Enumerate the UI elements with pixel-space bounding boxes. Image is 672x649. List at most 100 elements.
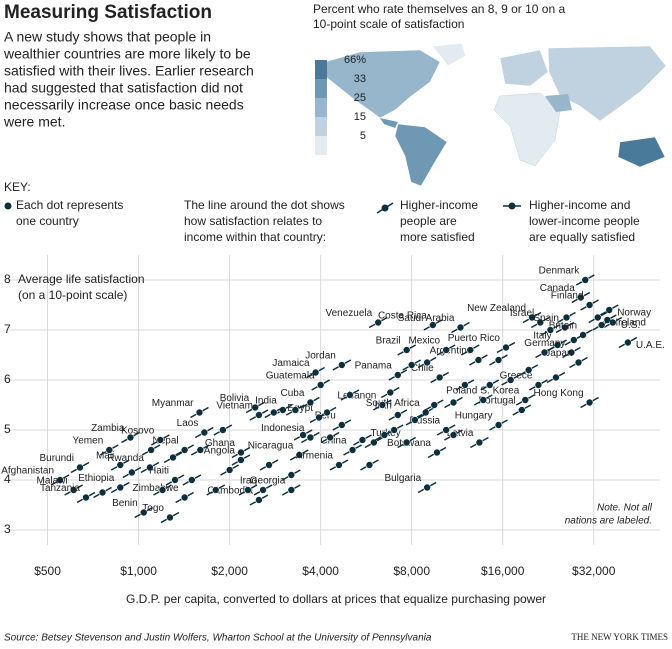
country-label: Brazil: [376, 336, 401, 347]
dot: [237, 456, 245, 464]
dot: [442, 426, 450, 434]
dot: [407, 361, 416, 369]
dot: [402, 438, 411, 447]
dot: [195, 408, 204, 417]
country-dot: [460, 344, 480, 356]
dot: [323, 408, 331, 417]
dot: [494, 421, 503, 429]
country-dot: [50, 474, 70, 486]
dot: [593, 313, 602, 322]
y-tick-label: 3: [4, 522, 11, 536]
country-dot: [99, 444, 119, 456]
country-dot: [424, 399, 444, 411]
country-label: Jamaica: [272, 358, 310, 369]
country-dot: [489, 354, 508, 366]
key-text: income within that country:: [184, 230, 326, 244]
country-label: Benin: [112, 498, 138, 509]
country-label: Ethiopia: [78, 473, 115, 484]
country-dot: [436, 424, 456, 436]
dot: [291, 406, 300, 414]
x-tick-label: $1,000: [120, 564, 157, 578]
country-dot: [281, 469, 301, 481]
country-dot: [529, 379, 548, 391]
x-tick-label: $32,000: [572, 564, 616, 578]
dot: [449, 431, 458, 439]
legend-swatch: [315, 136, 327, 155]
country-label: Kosovo: [121, 426, 155, 437]
country-label: Russia: [410, 416, 441, 427]
country-dot: [397, 344, 417, 356]
dot: [265, 461, 273, 469]
country-dot: [557, 311, 576, 324]
country-dot: [213, 424, 233, 436]
y-tick-label: 8: [4, 272, 11, 286]
country-dot: [311, 379, 331, 391]
dot: [461, 381, 469, 389]
dot: [552, 373, 560, 382]
legend-swatch: [315, 117, 327, 136]
country-dot: [134, 506, 154, 519]
key-dot: [4, 202, 12, 210]
country-dot: [423, 319, 443, 331]
dot: [624, 338, 632, 347]
country-label: Portugal: [479, 396, 516, 407]
country-label: Armenia: [296, 451, 334, 462]
country-dot: [417, 356, 437, 369]
legend-swatch: [315, 79, 327, 98]
country-dot: [397, 436, 417, 449]
dot: [433, 448, 441, 457]
country-dot: [231, 454, 251, 466]
intro-line: A new study shows that people in: [4, 29, 211, 45]
country-label: Norway: [617, 308, 651, 319]
map: Percent who rate themselves an 8, 9 or 1…: [313, 2, 667, 187]
x-tick-label: $500: [34, 564, 61, 578]
plot: 3 4 5 6 7 8 $500 $1,000 $2,000 $4,000 $8,000 $16,00…: [1, 255, 665, 606]
dot: [98, 488, 107, 497]
intro-line: were met.: [3, 114, 65, 130]
dot: [287, 486, 296, 494]
country-dot: [541, 324, 560, 336]
country-label: Egypt: [287, 403, 313, 414]
country-label: Denmark: [539, 266, 581, 277]
dot: [386, 388, 395, 397]
dot: [466, 346, 475, 354]
country-dot: [141, 444, 161, 456]
dot: [435, 373, 444, 382]
country-label: Angola: [204, 446, 236, 457]
dot: [251, 403, 259, 412]
country-dot: [522, 311, 542, 324]
dot: [449, 398, 458, 407]
country-dot: [343, 444, 362, 456]
dot: [338, 421, 346, 429]
x-axis-label: G.D.P. per capita, converted to dollars …: [126, 592, 546, 606]
key-text: Higher-income and: [529, 198, 630, 212]
dot: [358, 436, 367, 444]
country-dot: [416, 406, 436, 419]
country-label: Tanzania: [40, 483, 80, 494]
map-region: [547, 45, 667, 122]
key-text: lower-income people: [529, 214, 640, 228]
country-label: Myanmar: [152, 398, 194, 409]
dot: [517, 406, 526, 414]
country-label: Jordan: [305, 351, 336, 362]
dot: [370, 438, 378, 447]
dot: [390, 426, 398, 434]
country-dot: [360, 459, 379, 471]
dot: [546, 326, 555, 334]
country-dot: [519, 364, 539, 376]
country-label: Zimbabwe: [132, 483, 179, 494]
country-dot: [253, 484, 273, 496]
country-dot: [535, 346, 554, 359]
dot: [562, 313, 571, 322]
country-dot: [512, 404, 532, 416]
country-label: Vietnam: [216, 401, 253, 412]
country-label: Cambodia: [207, 486, 253, 497]
x-tick-label: $2,000: [211, 564, 248, 578]
country-label: Chile: [411, 363, 434, 374]
intro: A new study shows that people inwealthie…: [3, 29, 254, 130]
country-label: Venezuela: [325, 308, 372, 319]
country-dot: [220, 464, 239, 476]
dot: [567, 348, 576, 357]
country-label: U.A.E.: [636, 340, 665, 351]
